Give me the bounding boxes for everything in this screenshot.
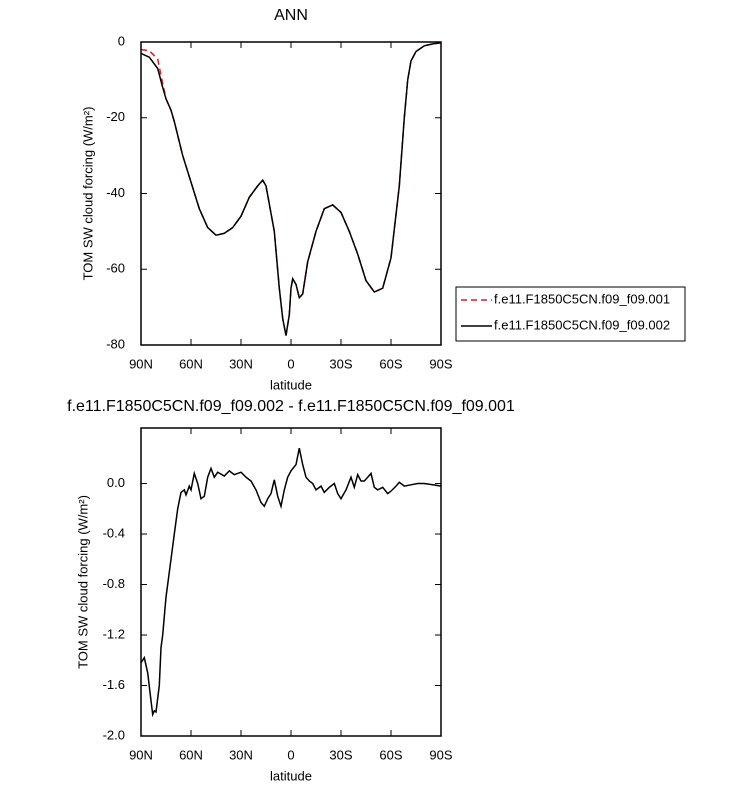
- y-tick-label: -2.0: [103, 727, 125, 742]
- y-tick-label: -1.2: [103, 626, 125, 641]
- plot-frame: [140, 41, 442, 346]
- x-tick-label: 30N: [229, 356, 253, 371]
- y-tick-label: 0: [118, 33, 125, 48]
- y-axis-label: TOM SW cloud forcing (W/m²): [80, 107, 95, 281]
- x-axis-label: latitude: [270, 768, 312, 783]
- y-tick-label: -60: [106, 261, 125, 276]
- x-tick-label: 0: [287, 747, 294, 762]
- data-line: [140, 448, 442, 718]
- y-tick-label: -0.4: [103, 525, 125, 540]
- x-tick-label: 90N: [129, 747, 153, 762]
- x-tick-label: 0: [287, 356, 294, 371]
- y-axis-label: TOM SW cloud forcing (W/m²): [75, 495, 90, 669]
- x-tick-label: 90S: [429, 356, 452, 371]
- legend-label: f.e11.F1850C5CN.f09_f09.001: [494, 291, 670, 306]
- y-tick-label: -40: [106, 185, 125, 200]
- x-tick-label: 90N: [129, 356, 153, 371]
- x-tick-label: 60N: [179, 747, 203, 762]
- data-line: [140, 42, 442, 336]
- x-tick-label: 30S: [329, 356, 352, 371]
- x-tick-label: 60S: [379, 356, 402, 371]
- x-tick-label: 60S: [379, 747, 402, 762]
- plot-frame: [140, 427, 442, 737]
- x-axis-label: latitude: [270, 377, 312, 392]
- chart-title: ANN: [274, 7, 308, 24]
- x-tick-label: 90S: [429, 747, 452, 762]
- legend-label: f.e11.F1850C5CN.f09_f09.002: [494, 317, 670, 332]
- legend-box: [455, 286, 686, 342]
- y-tick-label: -80: [106, 336, 125, 351]
- x-tick-label: 60N: [179, 356, 203, 371]
- y-tick-label: -0.8: [103, 576, 125, 591]
- x-tick-label: 30N: [229, 747, 253, 762]
- y-tick-label: -20: [106, 109, 125, 124]
- x-tick-label: 30S: [329, 747, 352, 762]
- y-tick-label: -1.6: [103, 677, 125, 692]
- y-tick-label: 0.0: [107, 475, 125, 490]
- chart-title: f.e11.F1850C5CN.f09_f09.002 - f.e11.F185…: [67, 398, 515, 415]
